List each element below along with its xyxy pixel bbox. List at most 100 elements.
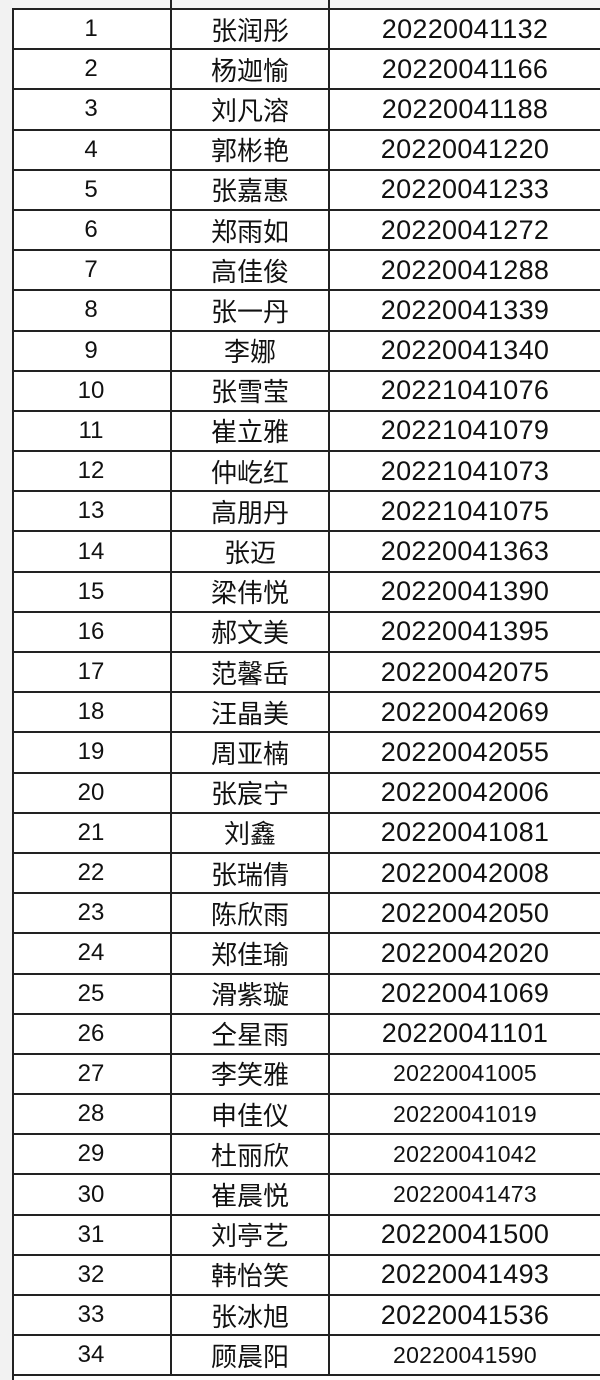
name-cell[interactable]: 张瑞倩	[172, 853, 330, 893]
row-number-cell[interactable]: 17	[12, 653, 172, 692]
row-number-cell[interactable]: 19	[12, 733, 172, 772]
name-cell[interactable]: 滑紫璇	[172, 974, 330, 1013]
name-cell[interactable]: 仲屹红	[172, 452, 330, 491]
row-number-cell[interactable]: 25	[12, 974, 172, 1013]
student-id-cell[interactable]: 20220041220	[380, 134, 550, 165]
student-id-cell[interactable]: 20220041590	[392, 1341, 537, 1368]
name-cell[interactable]: 韩怡笑	[172, 1255, 330, 1294]
name-cell[interactable]: 高佳俊	[172, 251, 330, 290]
row-number-cell[interactable]: 30	[12, 1175, 172, 1214]
student-id-cell[interactable]: 20220042069	[380, 696, 550, 727]
name-cell[interactable]: 陈欣雨	[172, 894, 330, 933]
row-number-cell[interactable]: 3	[12, 90, 172, 129]
student-id-cell[interactable]: 20220041166	[381, 53, 549, 84]
student-id-cell[interactable]: 20220041233	[380, 174, 550, 205]
name-cell[interactable]: 崔晨悦	[172, 1175, 330, 1214]
name-cell[interactable]: 刘亭艺	[172, 1215, 330, 1254]
row-number-cell[interactable]: 14	[12, 532, 172, 571]
row-number-cell[interactable]: 12	[12, 452, 172, 491]
student-id-cell[interactable]: 20220041188	[381, 93, 549, 124]
row-number-cell[interactable]: 29	[12, 1135, 172, 1174]
student-id-cell[interactable]: 20220041536	[380, 1299, 550, 1330]
student-id-cell[interactable]: 20220041272	[380, 214, 550, 245]
student-id-cell[interactable]: 20220041339	[380, 294, 550, 325]
name-cell[interactable]: 刘凡溶	[172, 90, 330, 129]
student-id-cell[interactable]: 20220042006	[380, 777, 550, 808]
name-cell[interactable]: 李娜	[172, 331, 330, 370]
row-number-cell[interactable]: 22	[12, 853, 172, 893]
student-id-cell[interactable]: 20221041075	[380, 495, 550, 526]
row-number-cell[interactable]: 24	[12, 934, 172, 973]
row-number-cell[interactable]: 16	[12, 612, 172, 651]
name-cell[interactable]: 崔立雅	[172, 411, 330, 451]
student-id-cell[interactable]: 20220041390	[380, 576, 550, 607]
name-cell[interactable]: 刘鑫	[172, 813, 330, 852]
row-number-cell[interactable]: 11	[12, 411, 172, 451]
name-cell[interactable]: 张迈	[172, 532, 330, 571]
row-number-cell[interactable]: 8	[12, 291, 172, 330]
student-id-cell[interactable]: 20220041081	[380, 817, 550, 848]
row-number-cell[interactable]: 18	[12, 693, 172, 732]
student-id-cell[interactable]: 20220042008	[380, 857, 550, 888]
student-id-cell[interactable]: 20220042020	[380, 937, 550, 968]
name-cell[interactable]: 申佳仪	[172, 1095, 330, 1134]
row-number-cell[interactable]: 7	[12, 251, 172, 290]
row-number-cell[interactable]: 27	[12, 1054, 172, 1094]
name-cell[interactable]: 杜丽欣	[172, 1135, 330, 1174]
row-number-cell[interactable]: 28	[12, 1095, 172, 1134]
name-cell[interactable]: 郑雨如	[172, 210, 330, 250]
row-number-cell[interactable]: 33	[12, 1296, 172, 1335]
name-cell[interactable]: 顾晨阳	[172, 1336, 330, 1375]
name-cell[interactable]: 张冰旭	[172, 1296, 330, 1335]
student-id-cell[interactable]: 20220041019	[392, 1100, 537, 1127]
row-number-cell[interactable]: 6	[12, 210, 172, 250]
name-cell[interactable]: 张润彤	[172, 10, 330, 49]
student-id-cell[interactable]: 20220041395	[380, 616, 550, 647]
name-cell[interactable]: 汪晶美	[172, 693, 330, 732]
name-cell[interactable]: 张宸宁	[172, 773, 330, 812]
name-cell[interactable]: 杨迦愉	[172, 50, 330, 89]
name-cell[interactable]: 范馨岳	[172, 653, 330, 692]
student-id-cell[interactable]: 20220041288	[380, 254, 550, 285]
name-cell[interactable]: 郑佳瑜	[172, 934, 330, 973]
student-id-cell[interactable]: 20220041069	[380, 978, 550, 1009]
row-number-cell[interactable]: 1	[12, 10, 172, 49]
student-id-cell[interactable]: 20220041340	[380, 335, 550, 366]
row-number-cell[interactable]: 5	[12, 170, 172, 209]
student-id-cell[interactable]: 20220041005	[392, 1060, 537, 1087]
student-id-cell[interactable]: 20220041042	[392, 1140, 537, 1167]
student-id-cell[interactable]: 20220042055	[380, 736, 550, 767]
name-cell[interactable]: 仝星雨	[172, 1014, 330, 1053]
row-number-cell[interactable]: 9	[12, 331, 172, 370]
student-id-cell[interactable]: 20221041073	[380, 455, 550, 486]
name-cell[interactable]: 张雪莹	[172, 371, 330, 410]
row-number-cell[interactable]: 32	[12, 1255, 172, 1294]
row-number-cell[interactable]: 31	[12, 1215, 172, 1254]
student-id-cell[interactable]: 20220042075	[380, 656, 550, 687]
name-cell[interactable]: 梁伟悦	[172, 572, 330, 611]
student-id-cell[interactable]: 20220041473	[392, 1181, 537, 1208]
student-id-cell[interactable]: 20220041132	[381, 13, 549, 44]
student-id-cell[interactable]: 20220041363	[380, 536, 550, 567]
student-id-cell[interactable]: 20221041076	[380, 375, 550, 406]
name-cell[interactable]: 李笑雅	[172, 1054, 330, 1094]
row-number-cell[interactable]: 23	[12, 894, 172, 933]
row-number-cell[interactable]: 20	[12, 773, 172, 812]
student-id-cell[interactable]: 20220041493	[380, 1259, 550, 1290]
student-id-cell[interactable]: 20220042050	[380, 897, 550, 928]
name-cell[interactable]: 张嘉惠	[172, 170, 330, 209]
name-cell[interactable]: 周亚楠	[172, 733, 330, 772]
student-id-cell[interactable]: 20221041079	[380, 415, 550, 446]
name-cell[interactable]: 郝文美	[172, 612, 330, 651]
row-number-cell[interactable]: 13	[12, 492, 172, 531]
row-number-cell[interactable]: 21	[12, 813, 172, 852]
row-number-cell[interactable]: 10	[12, 371, 172, 410]
row-number-cell[interactable]: 15	[12, 572, 172, 611]
row-number-cell[interactable]: 34	[12, 1336, 172, 1375]
student-id-cell[interactable]: 20220041500	[380, 1219, 550, 1250]
name-cell[interactable]: 张一丹	[172, 291, 330, 330]
name-cell[interactable]: 高朋丹	[172, 492, 330, 531]
student-id-cell[interactable]: 20220041101	[381, 1018, 549, 1049]
row-number-cell[interactable]: 4	[12, 130, 172, 169]
row-number-cell[interactable]: 2	[12, 50, 172, 89]
